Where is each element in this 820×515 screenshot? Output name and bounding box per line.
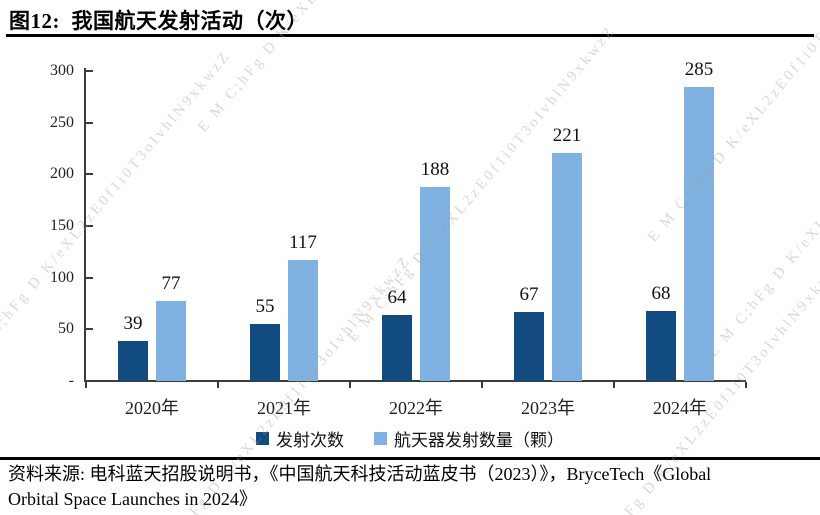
bar-value-label: 68 [651,282,671,304]
x-tick [217,382,219,388]
bar-launch-count [250,324,280,381]
x-category-label: 2022年 [389,398,443,418]
x-tick [613,382,615,388]
y-tick [86,70,93,72]
legend-swatch-icon [374,432,387,445]
bar-spacecraft-count [156,301,186,381]
source-line-2: Orbital Space Launches in 2024》 [8,489,257,509]
x-category-label: 2023年 [521,398,575,418]
bar-value-label: 188 [420,158,450,180]
y-tick [86,276,93,279]
x-tick [481,382,483,388]
bar-value-label: 221 [552,124,582,146]
legend-label: 发射次数 [276,431,344,450]
x-tick [85,382,87,388]
bar-value-label: 117 [289,232,317,254]
bar-value-label: 285 [684,58,714,80]
bar-launch-count [514,311,544,381]
x-category-label: 2020年 [125,398,179,418]
y-tick-label: 150 [50,217,74,234]
source-line-1: 资料来源: 电科蓝天招股说明书，《中国航天科技活动蓝皮书（2023）》，Bryc… [8,464,712,484]
y-axis-line [84,68,86,382]
legend-label: 航天器发射数量（颗） [394,431,564,450]
bar-spacecraft-count [420,186,450,381]
bar-launch-count [118,340,148,381]
y-tick-label: 200 [50,165,74,183]
source-note: 资料来源: 电科蓝天招股说明书，《中国航天科技活动蓝皮书（2023）》，Bryc… [8,462,818,512]
y-tick [86,121,93,124]
x-axis-line [84,380,746,382]
bar-spacecraft-count [552,152,582,381]
y-tick-label: 50 [58,320,74,338]
legend-item: 发射次数 [256,426,344,451]
bar-value-label: 64 [387,286,407,308]
bar-spacecraft-count [288,260,318,381]
x-tick [349,382,351,388]
legend-item: 航天器发射数量（颗） [374,426,564,451]
bar-spacecraft-count [684,86,714,381]
legend-swatch-icon [256,432,269,445]
chart-legend: 发射次数 航天器发射数量（颗） [0,426,820,451]
y-tick-label: 100 [50,268,74,286]
bar-value-label: 67 [519,283,539,305]
bar-launch-count [382,314,412,381]
bar-value-label: 77 [161,273,181,295]
y-tick-label: - [68,372,74,389]
x-tick [745,382,747,388]
y-tick [86,380,93,382]
x-category-label: 2021年 [257,398,311,418]
y-tick-label: 300 [50,62,74,79]
bar-value-label: 39 [123,312,143,334]
x-category-label: 2024年 [653,398,707,418]
title-underline [6,34,814,37]
bar-value-label: 55 [255,296,275,318]
y-tick-label: 250 [50,113,74,131]
bar-launch-count [646,310,676,381]
y-tick [86,225,93,227]
footer-divider [0,457,820,460]
y-tick [86,328,93,331]
figure-title: 图12: 我国航天发射活动（次） [9,9,308,33]
y-tick [86,173,93,176]
